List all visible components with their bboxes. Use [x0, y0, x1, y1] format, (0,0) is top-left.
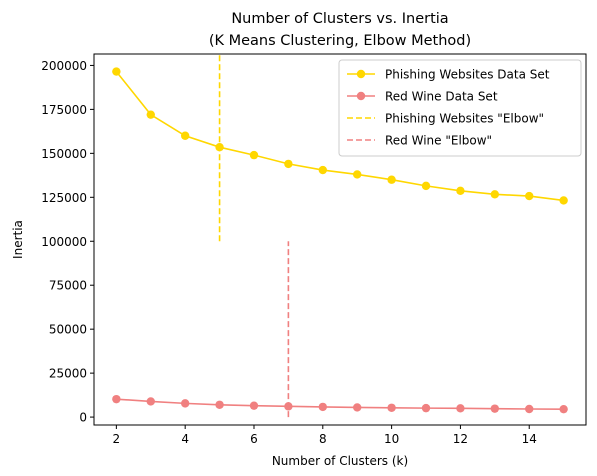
x-tick-label: 6 — [250, 432, 258, 446]
legend-label: Red Wine Data Set — [385, 90, 498, 104]
series-0-point — [181, 132, 189, 140]
x-tick-label: 12 — [453, 432, 468, 446]
series-0-point — [112, 67, 120, 75]
legend-swatch-marker — [357, 70, 365, 78]
y-tick-label: 175000 — [41, 103, 87, 117]
y-tick-label: 25000 — [49, 367, 87, 381]
legend-swatch-marker — [357, 92, 365, 100]
series-1-point — [559, 405, 567, 413]
series-0-point — [559, 196, 567, 204]
y-tick-label: 200000 — [41, 59, 87, 73]
series-0-point — [456, 187, 464, 195]
series-1-point — [147, 397, 155, 405]
series-0-point — [147, 110, 155, 118]
series-1-point — [422, 404, 430, 412]
series-1-point — [456, 404, 464, 412]
legend: Phishing Websites Data Set Red Wine Data … — [339, 60, 581, 156]
series-1-point — [250, 401, 258, 409]
y-tick-label: 100000 — [41, 235, 87, 249]
series-1-point — [215, 401, 223, 409]
x-tick-label: 2 — [113, 432, 121, 446]
series-0-point — [387, 176, 395, 184]
series-1-point — [284, 402, 292, 410]
series-1-point — [491, 404, 499, 412]
legend-label: Red Wine "Elbow" — [385, 134, 492, 148]
y-tick-label: 150000 — [41, 147, 87, 161]
series-0-point — [353, 170, 361, 178]
series-0-point — [215, 143, 223, 151]
x-axis: 2 4 6 8 10 12 14 — [113, 425, 537, 446]
x-axis-label: Number of Clusters (k) — [272, 454, 408, 468]
x-tick-label: 4 — [181, 432, 189, 446]
legend-label: Phishing Websites "Elbow" — [385, 112, 544, 126]
series-0-point — [284, 160, 292, 168]
legend-label: Phishing Websites Data Set — [385, 68, 550, 82]
series-1-point — [525, 405, 533, 413]
y-tick-label: 75000 — [49, 279, 87, 293]
y-tick-label: 50000 — [49, 323, 87, 337]
series-0-point — [525, 192, 533, 200]
series-1-point — [319, 403, 327, 411]
series-1-point — [387, 404, 395, 412]
y-axis-label: Inertia — [11, 220, 25, 259]
x-tick-label: 14 — [522, 432, 537, 446]
y-tick-label: 125000 — [41, 191, 87, 205]
x-tick-label: 8 — [319, 432, 327, 446]
series-0-point — [319, 166, 327, 174]
chart-title-line-2: (K Means Clustering, Elbow Method) — [209, 33, 471, 49]
y-tick-label: 0 — [79, 411, 87, 425]
y-axis: 0 25000 50000 75000 100000 125000 150000 175000… — [41, 59, 94, 425]
series-0-point — [491, 190, 499, 198]
x-tick-label: 10 — [384, 432, 399, 446]
series-1-point — [112, 395, 120, 403]
chart-title-line-1: Number of Clusters vs. Inertia — [231, 11, 448, 27]
series-1-point — [353, 403, 361, 411]
series-0-point — [422, 182, 430, 190]
series-1-point — [181, 399, 189, 407]
series-0-point — [250, 151, 258, 159]
